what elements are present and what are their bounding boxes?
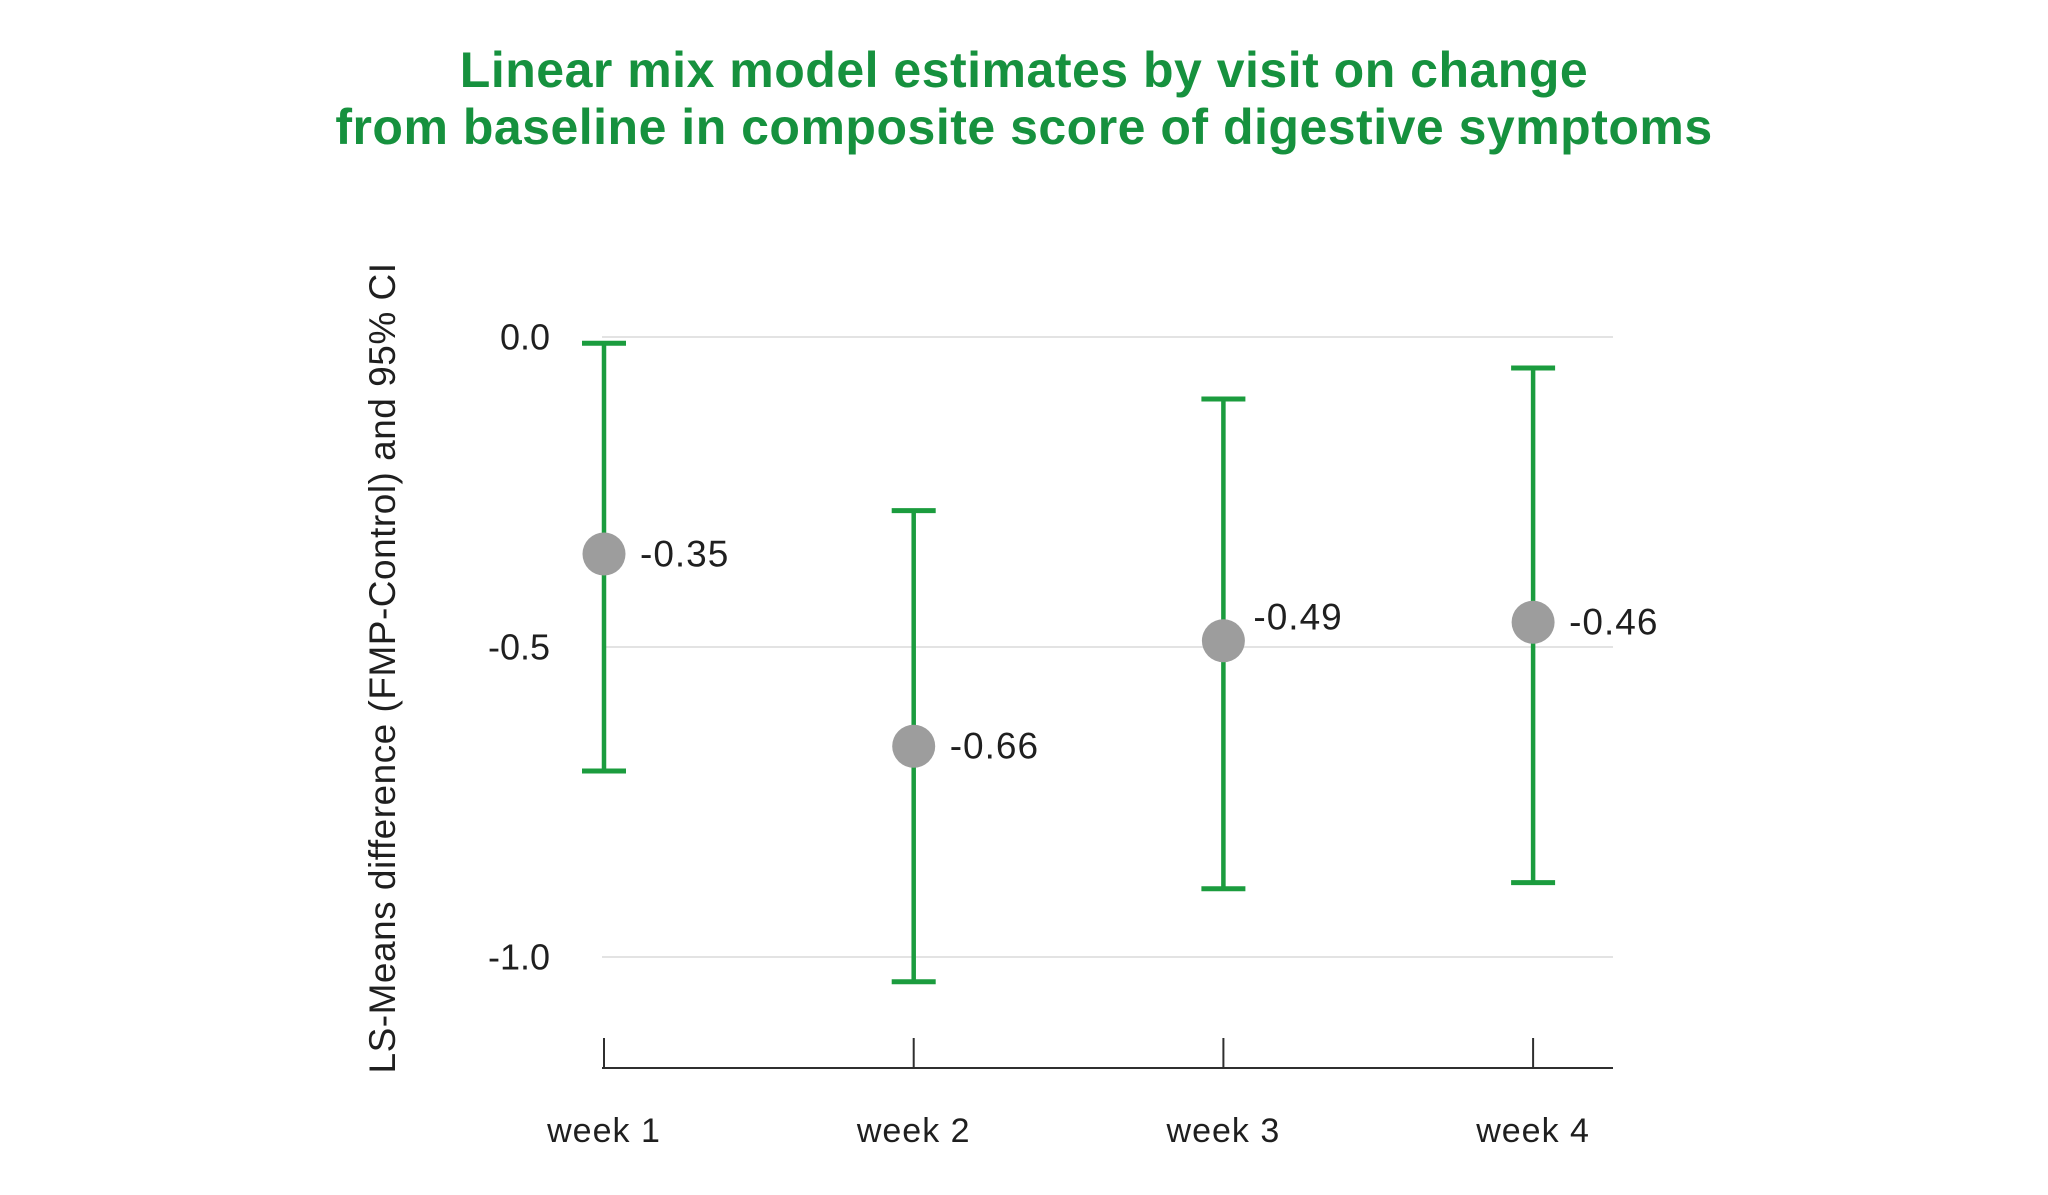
x-tick-labels: week 1 week 2 week 3 week 4 xyxy=(546,1112,1590,1150)
x-tick-label: week 4 xyxy=(1475,1112,1590,1150)
gridlines xyxy=(602,336,1613,958)
x-tick-label: week 2 xyxy=(856,1112,971,1150)
data-points xyxy=(582,532,1555,768)
y-tick-labels: 0.0 -0.5 -1.0 xyxy=(488,317,550,978)
y-tick-label: 0.0 xyxy=(500,317,550,358)
x-tick-label: week 3 xyxy=(1166,1112,1281,1150)
value-labels: -0.35 -0.66 -0.49 -0.46 xyxy=(640,534,1658,767)
y-tick-label: -0.5 xyxy=(488,627,550,668)
x-tick-label: week 1 xyxy=(546,1112,661,1150)
chart-title-line2: from baseline in composite score of dige… xyxy=(335,99,1713,155)
data-point xyxy=(582,532,626,576)
value-label: -0.35 xyxy=(640,534,729,575)
value-label: -0.66 xyxy=(950,726,1039,767)
data-point xyxy=(1201,619,1245,663)
chart-title-line1: Linear mix model estimates by visit on c… xyxy=(459,42,1589,98)
chart-title: Linear mix model estimates by visit on c… xyxy=(0,42,2048,156)
y-tick-label: -1.0 xyxy=(488,937,550,978)
value-label: -0.46 xyxy=(1569,602,1658,643)
data-point xyxy=(1511,600,1555,644)
y-axis-title: LS-Means difference (FMP-Control) and 95… xyxy=(362,263,403,1074)
data-point xyxy=(892,724,936,768)
value-label: -0.49 xyxy=(1253,596,1342,637)
x-axis xyxy=(602,1038,1613,1069)
error-bars xyxy=(582,340,1556,985)
